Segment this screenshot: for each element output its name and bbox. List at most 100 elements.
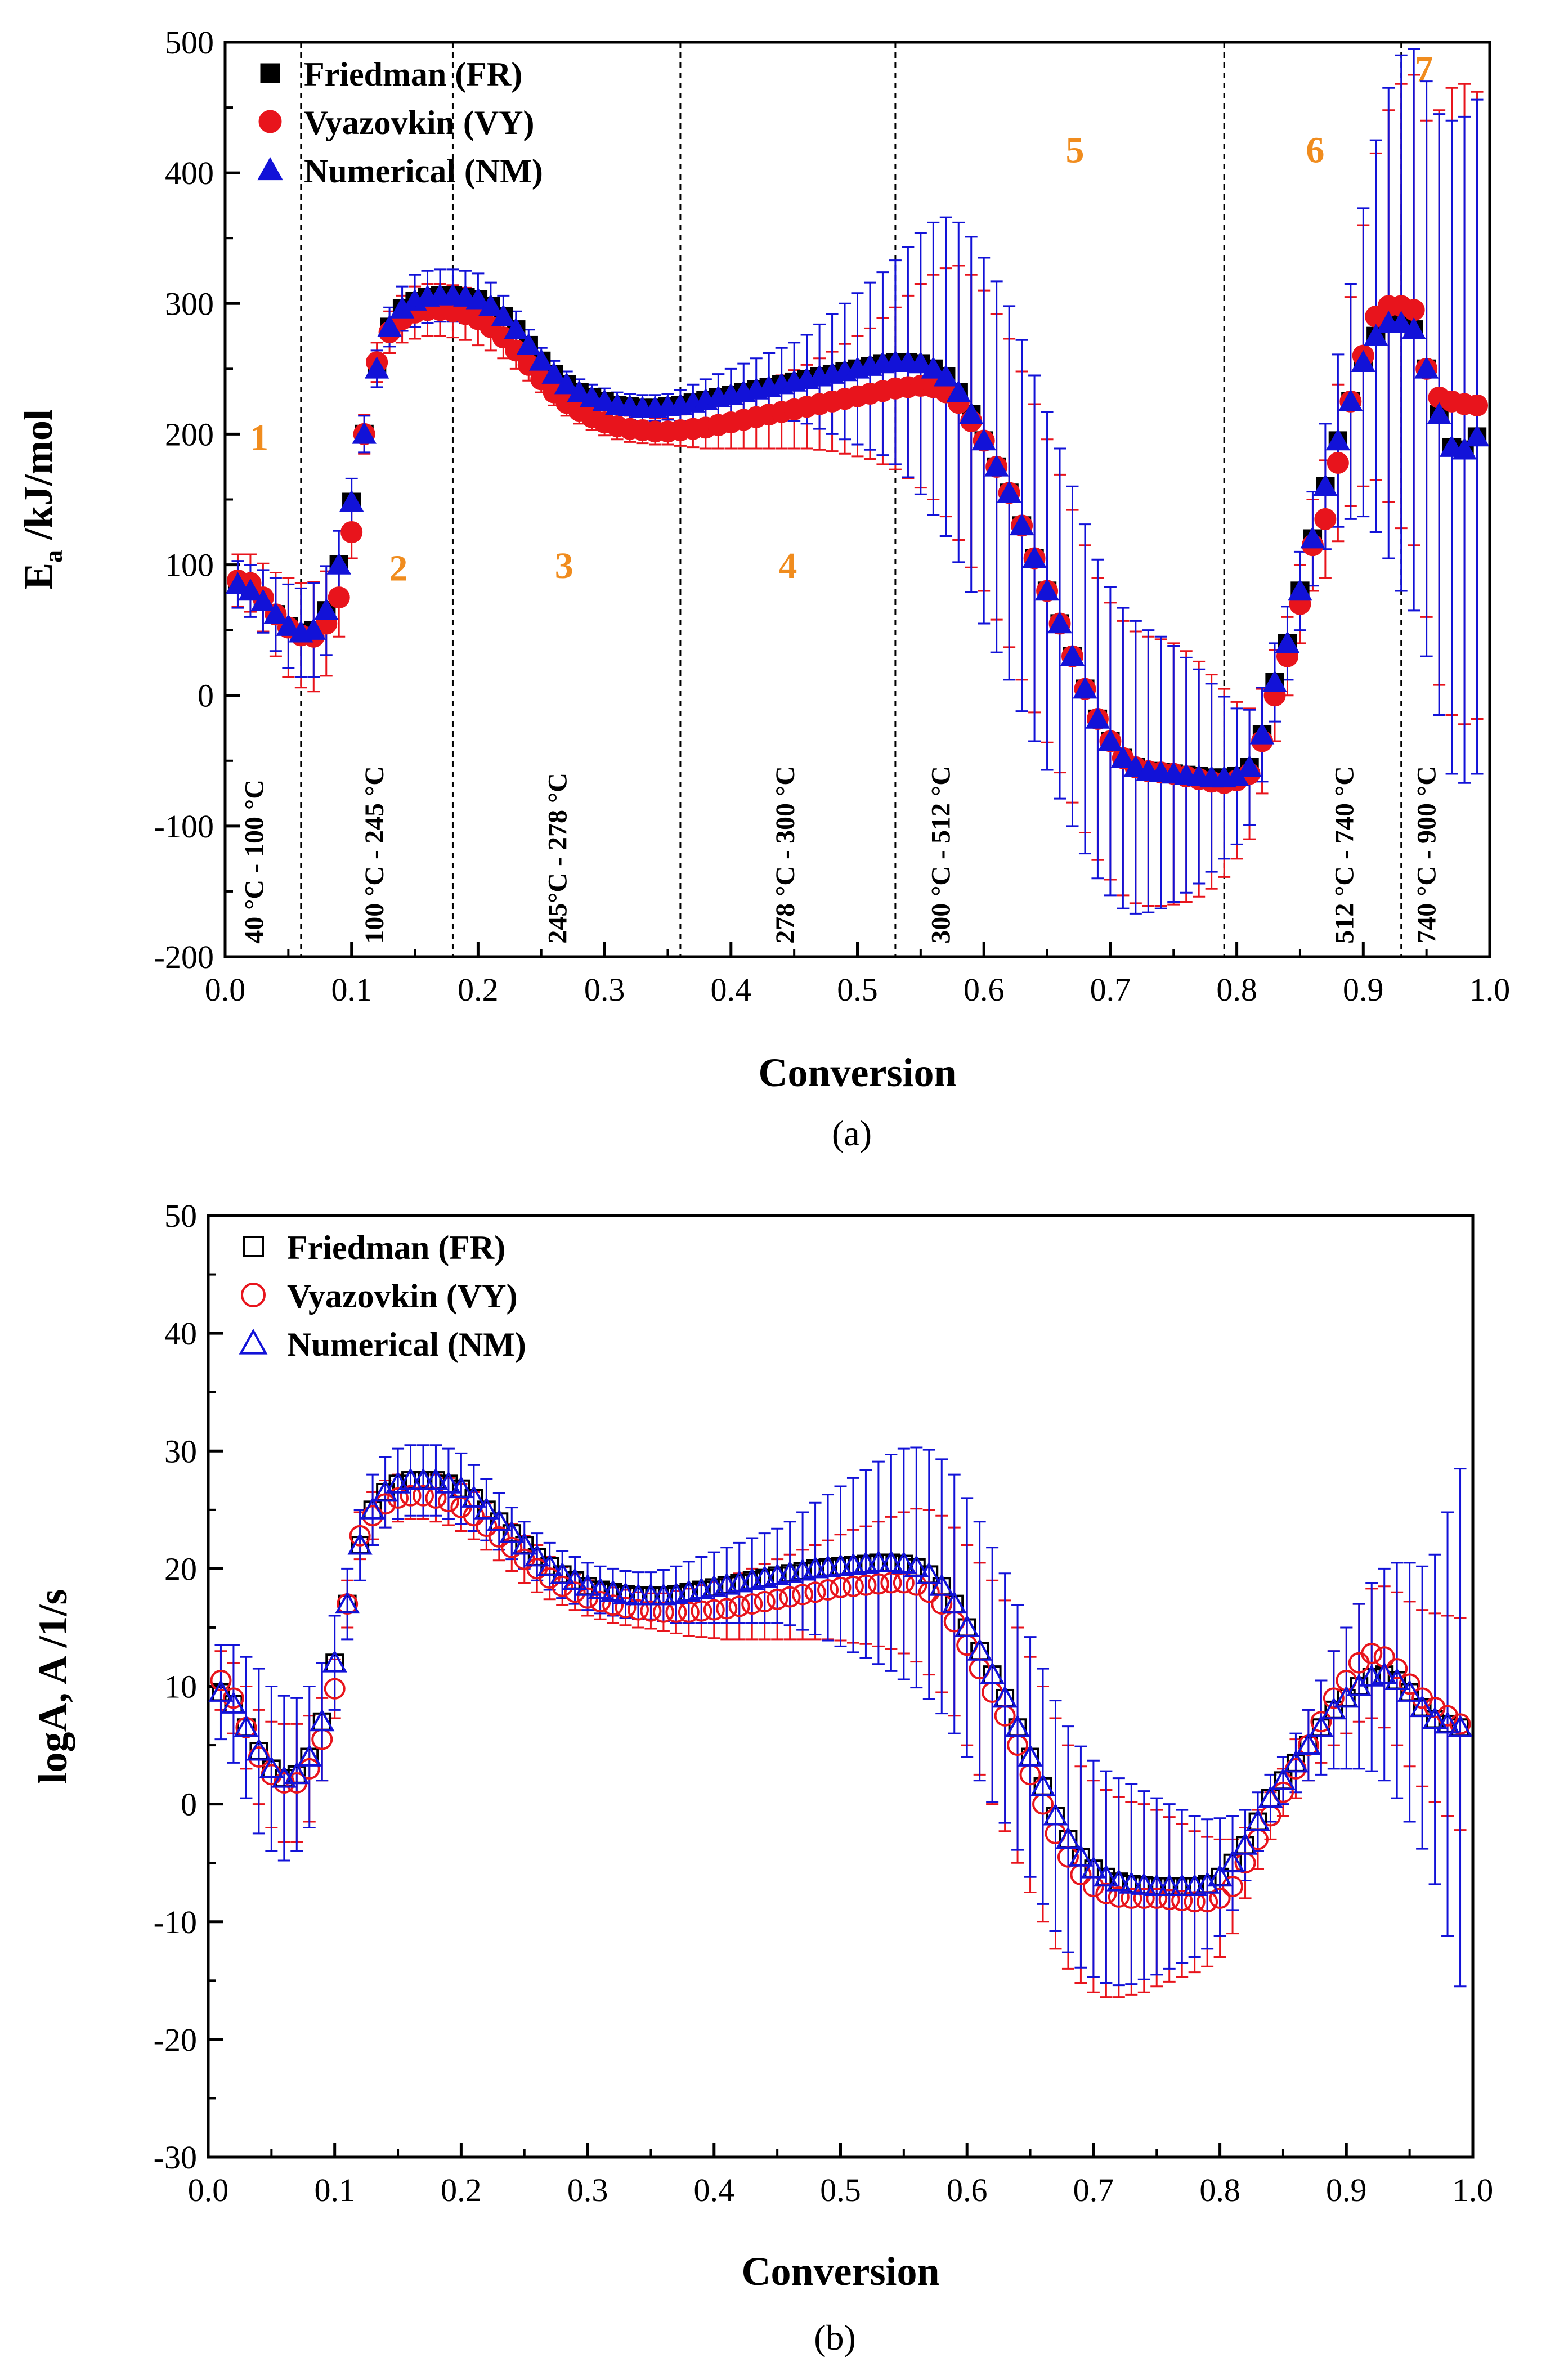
chart-a-point-nm bbox=[934, 364, 958, 387]
chart-b-ytick-label: 50 bbox=[164, 1198, 197, 1234]
chart-b-point-vy bbox=[1108, 1886, 1130, 1908]
chart-a-point-nm bbox=[1388, 311, 1414, 333]
chart-b-point-nm bbox=[803, 1556, 828, 1579]
chart-a-xtick-label: 0.9 bbox=[1343, 971, 1384, 1008]
chart-a-legend-marker-nm bbox=[257, 156, 283, 181]
chart-a-region-number: 3 bbox=[555, 545, 573, 586]
chart-a-point-nm bbox=[314, 598, 339, 621]
chart-b-point-vy bbox=[880, 1572, 902, 1594]
chart-b-point-nm bbox=[1106, 1868, 1131, 1892]
chart-a-point-nm bbox=[958, 402, 984, 424]
chart-b-point-vy bbox=[652, 1601, 674, 1623]
chart-b-point-vy bbox=[1095, 1883, 1117, 1904]
chart-b-point-vy bbox=[1323, 1687, 1345, 1709]
chart-b-point-vy bbox=[1310, 1711, 1332, 1733]
chart-b-point-nm bbox=[904, 1554, 929, 1577]
chart-b-point-nm bbox=[651, 1583, 676, 1606]
chart-b-point-nm bbox=[916, 1562, 942, 1584]
chart-a-legend-marker-fr bbox=[260, 63, 280, 83]
chart-b-point-nm bbox=[879, 1550, 904, 1572]
chart-a-point-nm bbox=[1098, 729, 1123, 751]
chart-a-point-nm bbox=[301, 617, 326, 640]
chart-b-xtick-label: 0.9 bbox=[1326, 2172, 1367, 2208]
chart-a-xtick-label: 0.3 bbox=[584, 971, 625, 1008]
chart-panel-a: 0.0 0.1 0.2 0.3 0.4 0.5 0.6 0.7 0.8 0.9 1.0 -200 -10… bbox=[16, 24, 1510, 1153]
chart-b-point-vy bbox=[627, 1599, 649, 1621]
chart-b-point-nm bbox=[360, 1496, 386, 1520]
chart-a-point-nm bbox=[541, 361, 566, 384]
chart-b-point-nm bbox=[866, 1550, 891, 1572]
chart-b-ylabel: logA, A /1/s bbox=[30, 1589, 75, 1783]
chart-a-xtick-label: 0.7 bbox=[1090, 971, 1131, 1008]
chart-b-point-nm bbox=[828, 1553, 853, 1576]
chart-b-point-nm bbox=[929, 1573, 955, 1596]
chart-b-point-nm bbox=[1055, 1826, 1081, 1849]
chart-b-point-nm bbox=[537, 1553, 562, 1576]
chart-b-point-vy bbox=[1209, 1887, 1231, 1909]
chart-b-legend-label-nm: Numerical (NM) bbox=[287, 1326, 526, 1363]
chart-b-point-vy bbox=[1121, 1887, 1142, 1909]
chart-b-ytick-label: 40 bbox=[164, 1315, 197, 1352]
chart-a-region-number: 1 bbox=[250, 417, 268, 458]
chart-b-point-vy bbox=[349, 1525, 371, 1547]
chart-b-legend-marker-nm bbox=[239, 1328, 268, 1355]
chart-b-point-nm bbox=[1207, 1864, 1233, 1887]
chart-b-point-nm bbox=[1296, 1732, 1321, 1755]
chart-b-point-nm bbox=[1321, 1697, 1346, 1720]
chart-a-point-nm bbox=[997, 480, 1021, 503]
chart-b-point-nm bbox=[410, 1467, 436, 1490]
chart-b-xtick-label: 0.6 bbox=[947, 2172, 988, 2208]
chart-b-point-nm bbox=[259, 1756, 284, 1778]
chart-a-legend-label-fr: Friedman (FR) bbox=[304, 56, 522, 93]
chart-a-point-nm bbox=[1414, 356, 1439, 379]
chart-b-point-nm bbox=[575, 1573, 601, 1596]
chart-b-point-nm bbox=[1309, 1714, 1334, 1737]
chart-a-ytick-label: 400 bbox=[165, 155, 214, 191]
chart-a-point-nm bbox=[1262, 670, 1287, 692]
chart-a-region-temperature: 740 °C - 900 °C bbox=[1411, 766, 1441, 944]
chart-b-point-vy bbox=[1146, 1887, 1168, 1909]
chart-b-point-vy bbox=[400, 1485, 422, 1507]
chart-a-point-nm bbox=[326, 552, 351, 575]
chart-a-ytick-label: -200 bbox=[154, 939, 214, 975]
chart-a-point-nm bbox=[1464, 424, 1490, 447]
chart-b-point-vy bbox=[754, 1590, 776, 1612]
chart-a-ytick-label: -100 bbox=[154, 808, 214, 845]
chart-b-point-vy bbox=[1184, 1891, 1206, 1913]
chart-a-point-vy bbox=[1314, 508, 1337, 530]
chart-a-point-nm bbox=[1300, 526, 1325, 549]
chart-a-point-nm bbox=[946, 380, 971, 402]
chart-a-point-nm bbox=[1351, 349, 1376, 372]
chart-a-point-nm bbox=[339, 490, 364, 512]
chart-b-point-nm bbox=[1233, 1832, 1258, 1855]
chart-b-point-vy bbox=[412, 1485, 434, 1507]
chart-b-xtick-label: 0.1 bbox=[314, 2172, 355, 2208]
chart-a-point-nm bbox=[1364, 324, 1388, 346]
chart-b-legend-label-fr: Friedman (FR) bbox=[287, 1229, 505, 1266]
chart-b-point-vy bbox=[728, 1595, 750, 1617]
chart-b-ytick-label: 0 bbox=[181, 1786, 197, 1823]
chart-b-point-nm bbox=[1119, 1871, 1144, 1894]
chart-a-ytick-label: 200 bbox=[165, 416, 214, 452]
chart-b-point-nm bbox=[1081, 1855, 1106, 1879]
chart-b-point-vy bbox=[210, 1670, 232, 1692]
chart-b-point-vy bbox=[792, 1584, 814, 1606]
chart-b-point-vy bbox=[678, 1601, 700, 1623]
chart-b-point-nm bbox=[1397, 1679, 1422, 1702]
chart-b-point-nm bbox=[1131, 1872, 1157, 1895]
chart-a-xtick-label: 0.1 bbox=[331, 971, 372, 1008]
chart-b-point-vy bbox=[855, 1574, 877, 1596]
chart-b-xlabel: Conversion bbox=[741, 2249, 939, 2294]
chart-b-point-nm bbox=[525, 1544, 550, 1567]
chart-a-ytick-label: 300 bbox=[165, 285, 214, 322]
chart-a-point-vy bbox=[1327, 452, 1349, 474]
chart-b-point-vy bbox=[817, 1579, 839, 1601]
chart-a-xtick-label: 0.4 bbox=[711, 971, 752, 1008]
chart-b-point-nm bbox=[512, 1532, 537, 1555]
chart-a-region-temperature: 512 °C - 740 °C bbox=[1329, 766, 1359, 944]
chart-b-xtick-label: 0.5 bbox=[820, 2172, 861, 2208]
chart-a-region-temperature: 40 °C - 100 °C bbox=[239, 779, 269, 944]
chart-a-xtick-label: 0.5 bbox=[837, 971, 878, 1008]
chart-b-point-nm bbox=[562, 1567, 588, 1590]
chart-b-ytick-label: 10 bbox=[164, 1669, 197, 1705]
